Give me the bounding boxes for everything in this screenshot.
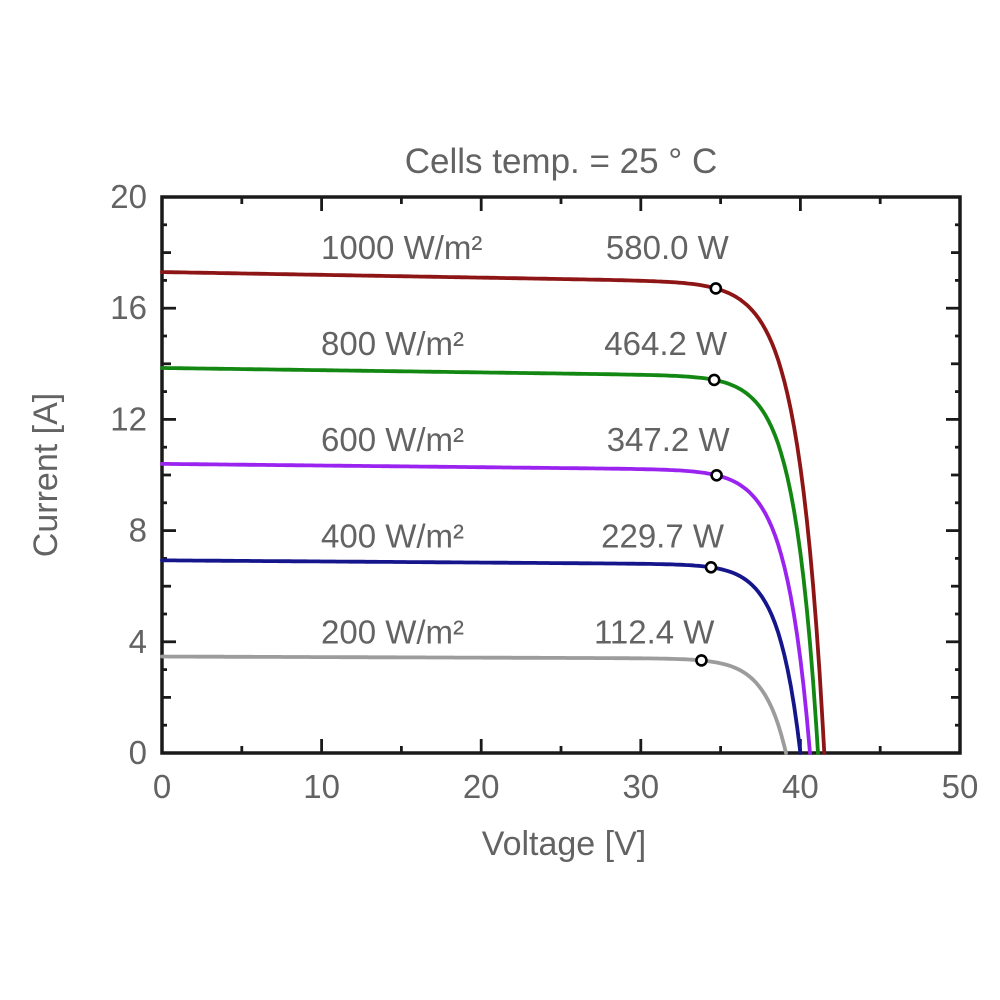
y-tick-label: 8 bbox=[129, 512, 147, 549]
y-tick-label: 0 bbox=[129, 734, 147, 771]
power-label: 229.7 W bbox=[601, 517, 725, 554]
iv-curve-400Wm bbox=[160, 558, 803, 755]
irradiance-label: 200 W/m² bbox=[321, 614, 464, 651]
y-axis-label: Current [A] bbox=[27, 393, 65, 557]
mpp-marker bbox=[707, 373, 721, 387]
irradiance-label: 800 W/m² bbox=[321, 325, 464, 362]
power-label: 580.0 W bbox=[606, 229, 730, 266]
x-tick-label: 0 bbox=[153, 768, 171, 805]
y-tick-label: 12 bbox=[110, 400, 147, 437]
iv-curve-600Wm bbox=[160, 461, 812, 755]
y-tick-label: 4 bbox=[129, 623, 147, 660]
chart-title: Cells temp. = 25 ° C bbox=[405, 142, 718, 181]
axes-layer: 0 10 20 30 40 50 0 4 8 12 16 20 bbox=[110, 178, 978, 805]
mpp-marker bbox=[695, 654, 708, 667]
mpp-marker-layer bbox=[695, 282, 723, 667]
y-tick-label: 16 bbox=[110, 289, 147, 326]
x-tick-label: 20 bbox=[463, 768, 500, 805]
power-label: 464.2 W bbox=[604, 325, 728, 362]
x-tick-label: 40 bbox=[782, 768, 819, 805]
power-label: 112.4 W bbox=[594, 614, 715, 651]
irradiance-label: 1000 W/m² bbox=[321, 229, 482, 266]
irradiance-label: 600 W/m² bbox=[321, 421, 464, 458]
series-label-layer: 1000 W/m² 580.0 W 800 W/m² 464.2 W 600 W/m² 3… bbox=[321, 229, 730, 650]
x-axis-label: Voltage [V] bbox=[482, 825, 646, 863]
x-tick-label: 30 bbox=[622, 768, 659, 805]
mpp-marker bbox=[709, 282, 723, 295]
irradiance-label: 400 W/m² bbox=[321, 517, 464, 554]
power-label: 347.2 W bbox=[607, 421, 731, 458]
mpp-marker bbox=[710, 468, 723, 482]
x-tick-label: 10 bbox=[303, 768, 340, 805]
mpp-marker bbox=[704, 560, 718, 574]
y-tick-label: 20 bbox=[110, 178, 147, 215]
iv-curve-200Wm bbox=[160, 654, 788, 755]
x-tick-label: 50 bbox=[942, 768, 979, 805]
